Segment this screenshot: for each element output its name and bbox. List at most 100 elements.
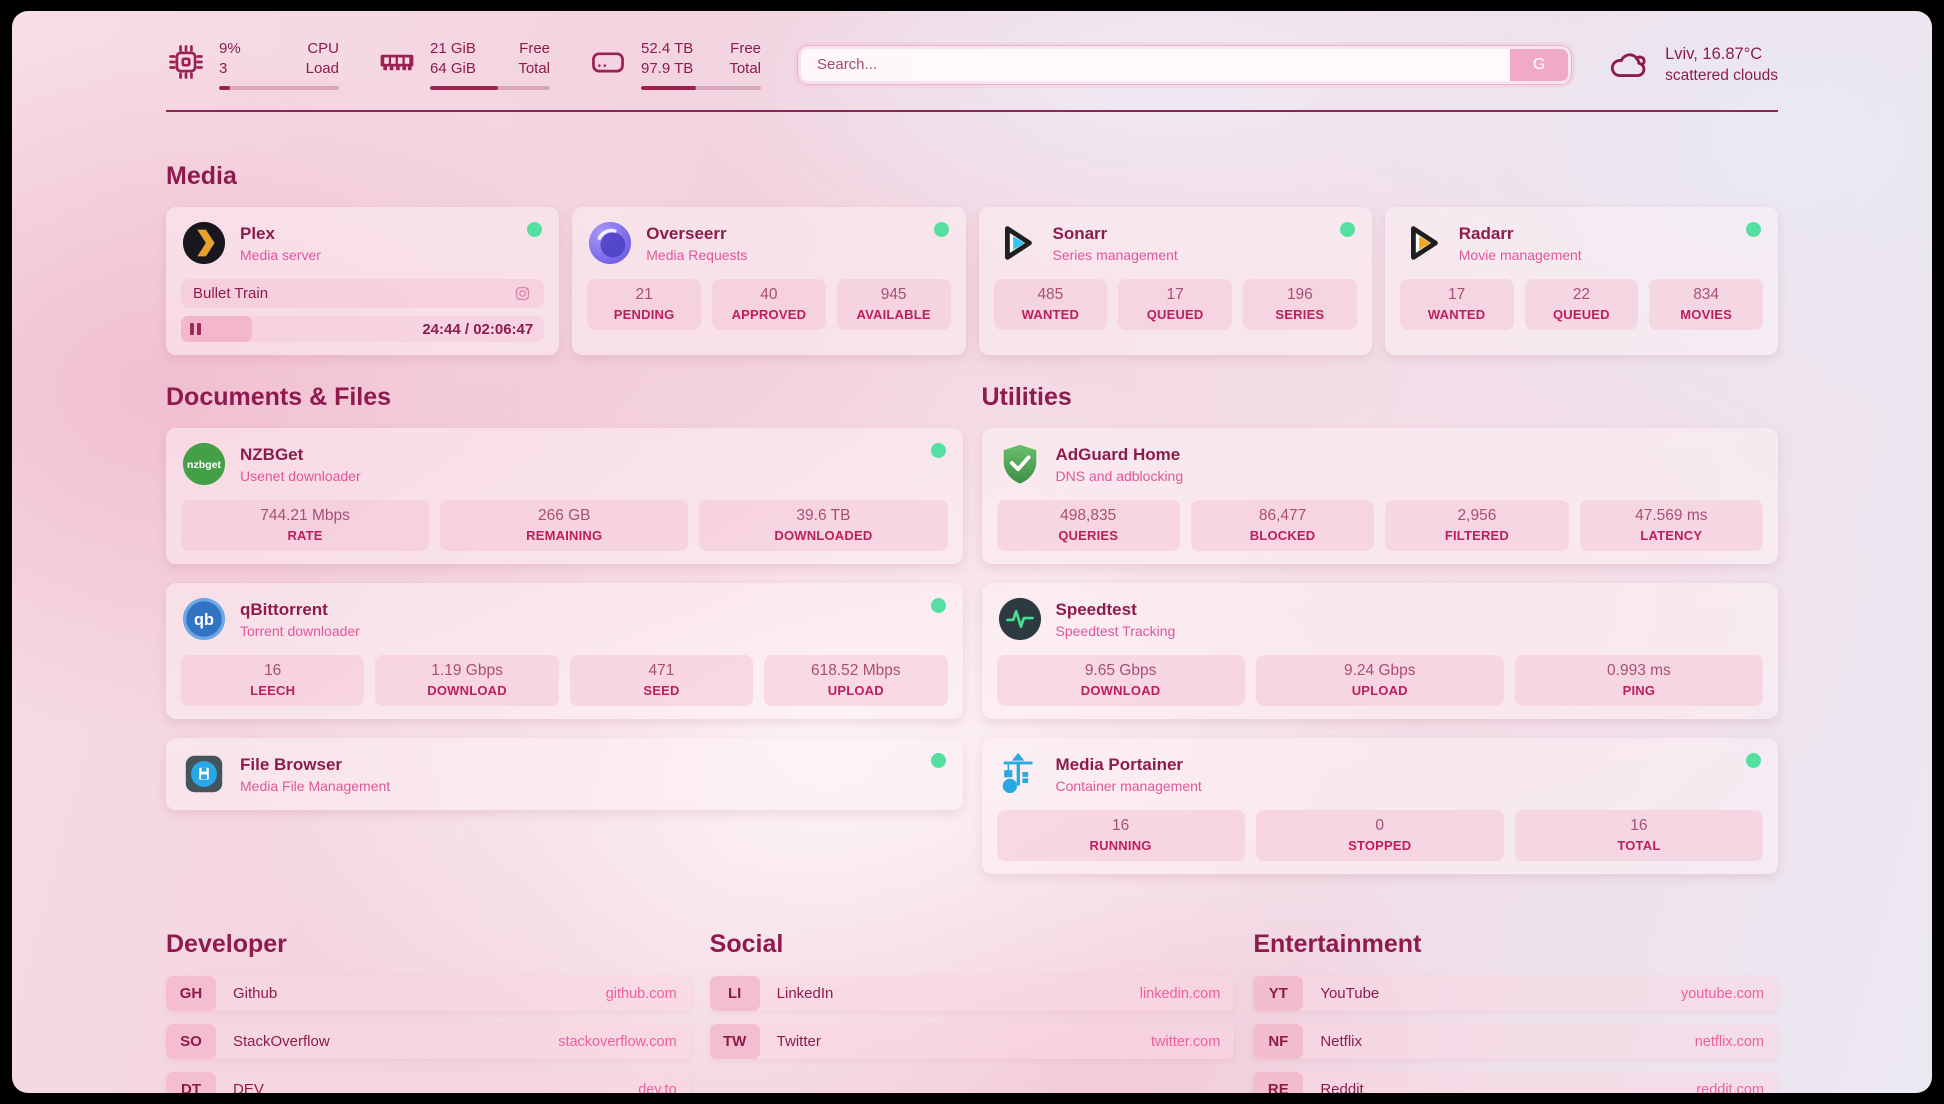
app-card-portainer[interactable]: Media Portainer Container management 16 R… [981, 738, 1778, 874]
app-title: qBittorrent [240, 599, 328, 619]
stat-value: 485 [1037, 286, 1064, 303]
bookmark-badge: DT [166, 1072, 216, 1093]
stat-value: 16 [1111, 817, 1130, 834]
memory-free-value: 21 GiB [430, 40, 476, 57]
stat-tile: 744.21 Mbps RATE [181, 500, 430, 551]
playback-progress[interactable]: 24:44 / 02:06:47 [181, 316, 545, 342]
bookmark-url: stackoverflow.com [558, 1033, 677, 1050]
stat-label: WANTED [1021, 307, 1080, 322]
status-dot [1339, 222, 1355, 237]
app-title: Sonarr [1052, 223, 1108, 243]
section-title-documents: Documents & Files [166, 383, 392, 411]
header-divider [166, 110, 1778, 112]
stat-label: PENDING [613, 307, 675, 322]
stat-tile: 266 GB REMAINING [440, 500, 689, 551]
disk-stat: 52.4 TB 97.9 TB Free Total [588, 39, 761, 90]
cpu-load-value: 3 [219, 60, 228, 78]
bookmark-url: dev.to [638, 1081, 677, 1094]
stat-tile: 498,835 QUERIES [996, 500, 1180, 551]
stat-tile: 2,956 FILTERED [1385, 500, 1569, 551]
bookmark-name: StackOverflow [233, 1033, 330, 1050]
app-card-sonarr[interactable]: Sonarr Series management 485 WANTED 17 QUE… [978, 207, 1372, 355]
stat-label: SERIES [1275, 307, 1325, 322]
now-playing-bar: Bullet Train [181, 279, 545, 308]
bookmark-url: netflix.com [1694, 1033, 1764, 1050]
app-title: AdGuard Home [1055, 444, 1181, 464]
stat-label: LEECH [250, 683, 296, 698]
disk-total-label: Total [729, 60, 761, 78]
app-subtitle: Movie management [1458, 246, 1582, 263]
stat-tile: 1.19 Gbps DOWNLOAD [375, 655, 559, 706]
bookmark-badge: TW [709, 1024, 760, 1059]
stat-tile: 21 PENDING [587, 279, 701, 330]
stat-value: 16 [264, 662, 282, 679]
app-title: Media Portainer [1055, 754, 1184, 774]
bookmark-row-reddit[interactable]: RE Reddit reddit.com [1253, 1072, 1778, 1093]
stat-label: DOWNLOAD [427, 683, 507, 698]
bookmark-name: YouTube [1320, 985, 1380, 1002]
section-title-developer: Developer [166, 930, 287, 958]
stat-label: PING [1622, 683, 1656, 698]
app-card-speedtest[interactable]: Speedtest Speedtest Tracking 9.65 Gbps DO… [981, 583, 1778, 719]
stat-tile: 0 STOPPED [1255, 810, 1504, 861]
stat-label: STOPPED [1348, 838, 1412, 853]
stat-label: UPLOAD [1351, 683, 1408, 698]
app-card-filebrowser[interactable]: File Browser Media File Management [166, 738, 963, 810]
bookmark-name: Twitter [776, 1033, 821, 1050]
app-subtitle: DNS and adblocking [1055, 467, 1184, 484]
bookmark-url: github.com [605, 985, 677, 1002]
stat-value: 471 [648, 662, 675, 679]
bookmark-row-dev[interactable]: DT DEV dev.to [166, 1072, 691, 1093]
bookmark-row-linkedin[interactable]: LI LinkedIn linkedin.com [709, 976, 1235, 1011]
bookmark-row-netflix[interactable]: NF Netflix netflix.com [1253, 1024, 1778, 1059]
cpu-label: CPU [307, 40, 339, 57]
stat-tile: 16 LEECH [181, 655, 365, 706]
stat-label: MOVIES [1680, 307, 1732, 322]
app-card-plex[interactable]: Plex Media server Bullet Train [166, 207, 560, 355]
app-title: Plex [240, 223, 275, 243]
qbittorrent-icon: qb [181, 596, 227, 642]
bookmark-badge: NF [1253, 1024, 1304, 1059]
bookmark-badge: GH [166, 976, 216, 1011]
stat-tile: 16 TOTAL [1514, 810, 1763, 861]
stat-value: 86,477 [1258, 507, 1307, 524]
app-card-radarr[interactable]: Radarr Movie management 17 WANTED 22 QUEUE… [1384, 207, 1778, 355]
pause-icon [190, 323, 201, 335]
app-subtitle: Media server [240, 246, 321, 263]
nzbget-icon: nzbget [181, 441, 227, 487]
weather-condition: scattered clouds [1665, 66, 1778, 84]
app-card-adguard[interactable]: AdGuard Home DNS and adblocking 498,835 Q… [981, 428, 1778, 564]
memory-total-value: 64 GiB [430, 60, 476, 78]
stat-label: SEED [643, 683, 680, 698]
stat-value: 9.24 Gbps [1343, 662, 1416, 679]
weather-widget[interactable]: Lviv, 16.87°C scattered clouds [1608, 45, 1778, 85]
stat-tile: 196 SERIES [1243, 279, 1357, 330]
stat-label: DOWNLOAD [1080, 683, 1161, 698]
bookmark-row-youtube[interactable]: YT YouTube youtube.com [1253, 976, 1778, 1011]
section-title-media: Media [166, 162, 237, 190]
app-card-overseerr[interactable]: Overseerr Media Requests 21 PENDING 40 APP… [572, 207, 966, 355]
bookmark-name: DEV [233, 1081, 264, 1093]
bookmark-name: Reddit [1320, 1081, 1364, 1093]
cpu-usage: 9% [219, 40, 241, 57]
search-engine-button[interactable]: G [1510, 48, 1569, 81]
section-title-entertainment: Entertainment [1253, 930, 1422, 958]
bookmark-row-github[interactable]: GH Github github.com [166, 976, 691, 1011]
stat-value: 16 [1630, 817, 1648, 834]
search-input[interactable] [801, 48, 1511, 81]
bookmark-row-twitter[interactable]: TW Twitter twitter.com [709, 1024, 1235, 1059]
stat-value: 498,835 [1060, 507, 1117, 524]
app-card-nzbget[interactable]: nzbget NZBGet Usenet downloader 744.21 M… [166, 428, 963, 564]
stat-tile: 16 RUNNING [996, 810, 1245, 861]
weather-location-temp: Lviv, 16.87°C [1665, 44, 1763, 63]
app-subtitle: Container management [1055, 777, 1202, 794]
stat-label: AVAILABLE [856, 307, 931, 322]
stat-value: 834 [1693, 286, 1720, 303]
header: 9% 3 CPU Load [166, 11, 1778, 90]
stat-label: APPROVED [731, 307, 807, 322]
bookmark-row-stackoverflow[interactable]: SO StackOverflow stackoverflow.com [166, 1024, 691, 1059]
memory-stat: 21 GiB 64 GiB Free Total [377, 39, 550, 90]
app-card-qbittorrent[interactable]: qb qBittorrent Torrent downloader 16 LEEC… [166, 583, 963, 719]
stat-label: UPLOAD [827, 683, 884, 698]
stat-value: 618.52 Mbps [811, 662, 901, 679]
